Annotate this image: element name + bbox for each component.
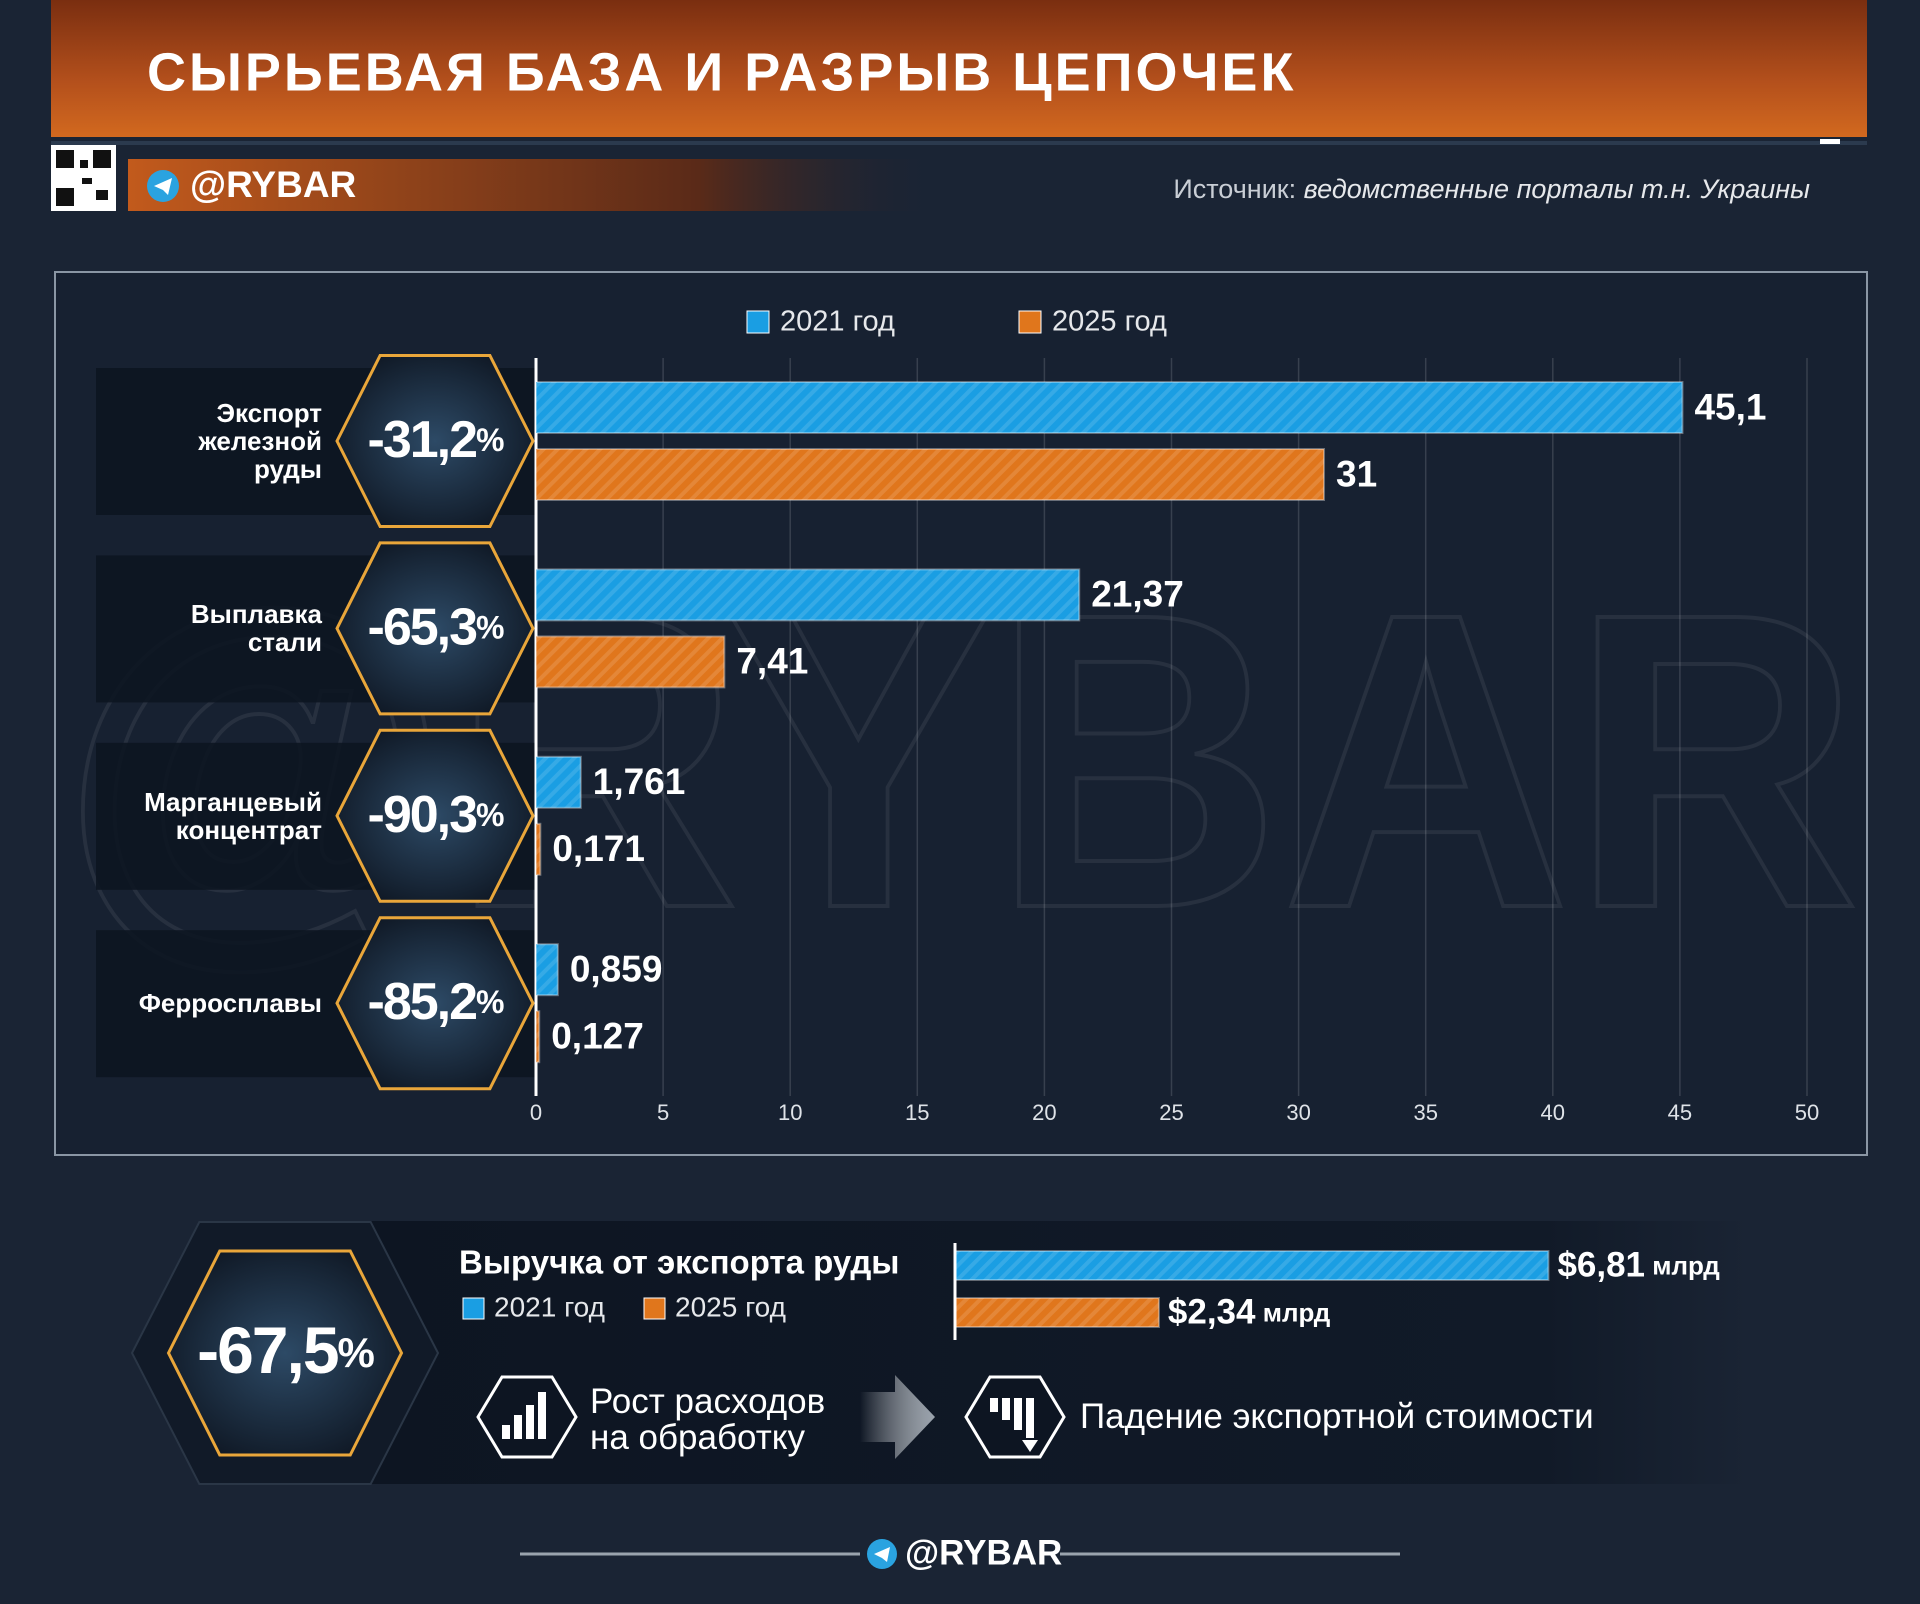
legend-swatch	[643, 1297, 666, 1320]
text-part: %	[476, 985, 504, 1021]
value-label: 0,859	[570, 948, 663, 989]
text-part: -65,3	[368, 598, 478, 656]
text-part: -85,2	[368, 973, 477, 1031]
bar-texture	[536, 1011, 540, 1063]
change-hexagon	[335, 541, 535, 716]
bar-texture	[536, 569, 1080, 621]
qr-pattern	[56, 150, 111, 206]
text-part: %	[476, 610, 504, 646]
legend-swatch	[1018, 310, 1042, 334]
x-tick-label: 20	[1032, 1100, 1056, 1125]
value-label: 0,171	[552, 828, 645, 869]
x-tick-label: 5	[657, 1100, 669, 1125]
change-label: -90,3%	[368, 786, 505, 844]
x-tick-label: 35	[1413, 1100, 1437, 1125]
source: Источник: ведомственные порталы т.н. Укр…	[1173, 174, 1810, 204]
value-label: 21,37	[1091, 574, 1184, 615]
text-part: -67,5	[197, 1313, 338, 1387]
header-accent	[1820, 139, 1840, 144]
x-tick-label: 10	[778, 1100, 802, 1125]
note: Падение экспортной стоимости	[1080, 1397, 1594, 1436]
change-label: -85,2%	[368, 973, 505, 1031]
bar-texture	[536, 756, 581, 808]
category-label: Марганцевый концентрат	[144, 786, 322, 845]
x-tick-label: 0	[530, 1100, 542, 1125]
arrow	[860, 1375, 935, 1459]
bar-texture	[955, 1251, 1549, 1280]
text-part: млрд	[1645, 1250, 1720, 1280]
category-label: Ферросплавы	[138, 988, 322, 1019]
change-hexagon	[335, 354, 535, 528]
text-part: -31,2	[368, 411, 477, 469]
title: СЫРЬЕВАЯ БАЗА И РАЗРЫВ ЦЕПОЧЕК	[147, 42, 1296, 102]
footer-handle: @RYBAR	[905, 1533, 1062, 1572]
bar-texture	[536, 382, 1683, 433]
x-tick-label: 30	[1286, 1100, 1310, 1125]
change-hexagon	[166, 1249, 404, 1457]
value-label: 1,761	[593, 761, 686, 802]
value-label: 31	[1336, 453, 1377, 494]
legend-swatch	[462, 1297, 485, 1320]
text-part: -90,3	[368, 786, 478, 844]
value-label: 7,41	[736, 641, 808, 682]
value-label: 45,1	[1694, 386, 1766, 427]
telegram-plane	[154, 178, 172, 195]
x-tick-label: 40	[1541, 1100, 1565, 1125]
text-part: %	[338, 1329, 375, 1376]
text-part: $2,34	[1168, 1293, 1256, 1332]
source-label: Источник:	[1173, 174, 1296, 204]
growth-icon-bars	[502, 1392, 546, 1439]
legend-label: 2025 год	[675, 1291, 786, 1322]
handle: @RYBAR	[190, 164, 356, 205]
x-tick-label: 25	[1159, 1100, 1183, 1125]
bar-texture	[955, 1298, 1159, 1327]
legend-label: 2025 год	[1052, 306, 1167, 338]
change-label: -67,5%	[197, 1313, 374, 1387]
bar-texture	[536, 636, 725, 688]
header-rule	[51, 141, 1867, 145]
text-part: $6,81	[1557, 1246, 1645, 1285]
text-part: млрд	[1256, 1297, 1331, 1327]
legend-label: 2021 год	[494, 1291, 605, 1322]
bar-texture	[536, 944, 558, 996]
value-label: 0,127	[551, 1015, 644, 1056]
chart-title: Выручка от экспорта руды	[459, 1244, 900, 1281]
telegram-plane	[874, 1547, 890, 1562]
legend-label: 2021 год	[780, 306, 895, 338]
category-label: Выплавка стали	[190, 599, 322, 658]
category-label: Экспорт железной руды	[198, 398, 322, 484]
value-label: $2,34 млрд	[1168, 1293, 1331, 1332]
change-hexagon	[335, 916, 535, 1091]
bar-texture	[536, 823, 541, 875]
note: Рост расходов на обработку	[590, 1382, 826, 1457]
value-label: $6,81 млрд	[1557, 1246, 1720, 1285]
bar-texture	[536, 449, 1325, 500]
source-text: ведомственные порталы т.н. Украины	[1304, 174, 1811, 204]
x-tick-label: 15	[905, 1100, 929, 1125]
change-hexagon	[335, 728, 535, 903]
x-tick-label: 50	[1795, 1100, 1819, 1125]
change-label: -65,3%	[368, 598, 505, 656]
legend-swatch	[746, 310, 770, 334]
decline-icon-bars	[990, 1398, 1038, 1452]
change-label: -31,2%	[368, 411, 505, 469]
text-part: %	[476, 422, 504, 458]
handle-bar	[128, 159, 943, 211]
x-tick-label: 45	[1668, 1100, 1692, 1125]
text-part: %	[476, 797, 504, 833]
header-band	[51, 0, 1867, 137]
